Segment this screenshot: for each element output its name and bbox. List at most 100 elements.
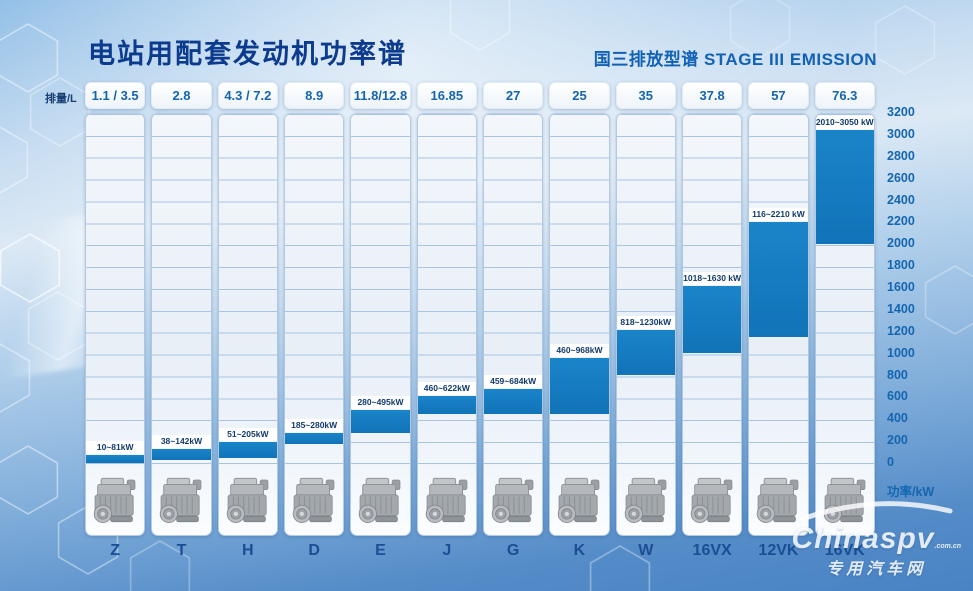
engine-column: 57 116~2210 kW bbox=[748, 82, 809, 560]
column-panel: 10~81kW bbox=[85, 113, 146, 536]
displacement-tab: 16.85 bbox=[416, 82, 477, 109]
y-axis-tick: 1800 bbox=[887, 258, 915, 273]
y-axis-label: 功率/kW bbox=[887, 485, 935, 499]
engine-model-label: 12VK bbox=[758, 542, 799, 559]
engine-photo bbox=[749, 464, 807, 535]
power-range-label: 2010~3050 kW bbox=[815, 116, 874, 130]
engine-column: 76.3 2010~3050 kW bbox=[814, 82, 875, 560]
power-grid: 818~1230kW bbox=[616, 114, 675, 464]
column-panel: 818~1230kW bbox=[615, 113, 676, 536]
displacement-tab: 4.3 / 7.2 bbox=[217, 82, 278, 109]
engine-photo bbox=[285, 464, 343, 535]
displacement-value: 35 bbox=[638, 88, 654, 103]
column-panel: 38~142kW bbox=[151, 113, 212, 536]
y-axis-tick: 400 bbox=[887, 411, 908, 426]
engine-photo bbox=[816, 464, 874, 535]
power-grid: 460~968kW bbox=[550, 114, 609, 464]
column-panel: 116~2210 kW bbox=[748, 113, 809, 536]
page-subtitle: 国三排放型谱 STAGE III EMISSION bbox=[593, 50, 877, 69]
power-range-bar bbox=[351, 409, 410, 434]
power-range-label: 51~205kW bbox=[218, 427, 277, 441]
power-range-label: 1018~1630 kW bbox=[682, 271, 742, 285]
engine-model-label: Z bbox=[110, 542, 121, 559]
power-range-bar bbox=[86, 455, 145, 463]
engine-column: 16.85 460~622kW bbox=[416, 82, 477, 560]
engine-model-label: G bbox=[506, 542, 520, 559]
power-grid: 2010~3050 kW bbox=[815, 114, 874, 464]
engine-model-label: E bbox=[375, 542, 386, 559]
engine-column: 11.8/12.8 280~495kW bbox=[350, 82, 411, 560]
engine-photo bbox=[219, 464, 277, 535]
engine-icon bbox=[624, 477, 667, 523]
displacement-value: 37.8 bbox=[699, 88, 725, 103]
engine-icon bbox=[491, 477, 534, 523]
y-axis-tick: 2800 bbox=[887, 148, 915, 163]
power-range-bar bbox=[550, 358, 609, 414]
power-grid: 38~142kW bbox=[152, 114, 211, 464]
engine-model-label: 16VX bbox=[692, 542, 732, 559]
engine-icon bbox=[823, 477, 866, 523]
engine-column: 1.1 / 3.5 10~81kW bbox=[85, 82, 146, 560]
page-title: 电站用配套发动机功率谱 bbox=[88, 39, 407, 69]
displacement-tab: 37.8 bbox=[681, 82, 743, 109]
power-range-label: 38~142kW bbox=[152, 434, 211, 448]
engine-model-label: W bbox=[638, 542, 654, 559]
engine-model-label: 16VK bbox=[824, 542, 865, 559]
displacement-value: 27 bbox=[505, 88, 521, 103]
displacement-tab: 8.9 bbox=[283, 82, 345, 109]
y-axis-tick: 800 bbox=[887, 367, 908, 382]
y-axis-tick: 3200 bbox=[887, 105, 915, 119]
engine-column: 25 460~968kW bbox=[549, 82, 610, 560]
column-panel: 460~622kW bbox=[416, 113, 477, 536]
power-range-bar bbox=[749, 222, 808, 338]
y-axis-tick: 600 bbox=[887, 389, 908, 404]
power-spectrum-chart: 排量/L 1.1 / 3.5 10~81kW bbox=[45, 82, 973, 560]
power-grid: 10~81kW bbox=[86, 114, 145, 464]
power-range-label: 280~495kW bbox=[351, 395, 410, 409]
power-range-label: 185~280kW bbox=[284, 419, 344, 433]
engine-icon bbox=[359, 477, 401, 523]
engine-model-label: D bbox=[308, 542, 320, 559]
y-axis-tick: 3000 bbox=[887, 126, 915, 141]
power-grid: 460~622kW bbox=[417, 114, 476, 464]
engine-photo bbox=[418, 464, 476, 535]
power-range-label: 459~684kW bbox=[483, 375, 543, 389]
y-axis-tick: 1400 bbox=[887, 301, 915, 316]
power-grid: 1018~1630 kW bbox=[682, 114, 742, 464]
engine-column: 2.8 38~142kW bbox=[151, 82, 212, 560]
y-axis-tick: 1000 bbox=[887, 345, 915, 360]
y-axis-tick: 2000 bbox=[887, 236, 915, 251]
column-panel: 51~205kW bbox=[217, 113, 278, 536]
displacement-axis-header: 排量/L bbox=[45, 93, 77, 105]
displacement-tab: 2.8 bbox=[151, 82, 212, 109]
power-range-bar bbox=[152, 448, 211, 460]
engine-column: 27 459~684kW bbox=[482, 82, 544, 560]
power-grid: 185~280kW bbox=[284, 114, 344, 464]
engine-icon bbox=[558, 477, 600, 523]
power-range-bar bbox=[616, 329, 675, 375]
engine-icon bbox=[757, 477, 799, 523]
engine-model-label: J bbox=[442, 542, 452, 559]
column-panel: 185~280kW bbox=[283, 113, 345, 536]
engine-model-label: K bbox=[573, 542, 586, 559]
power-grid: 459~684kW bbox=[483, 114, 543, 464]
column-panel: 459~684kW bbox=[482, 113, 544, 536]
power-range-bar bbox=[483, 389, 543, 414]
power-grid: 51~205kW bbox=[218, 114, 277, 464]
power-range-bar bbox=[815, 130, 874, 245]
engine-photo bbox=[152, 464, 210, 535]
engine-photo bbox=[617, 464, 675, 535]
power-range-bar bbox=[218, 441, 277, 459]
displacement-tab: 11.8/12.8 bbox=[350, 82, 411, 109]
engine-model-label: H bbox=[242, 542, 254, 559]
displacement-value: 2.8 bbox=[172, 88, 191, 103]
displacement-value: 8.9 bbox=[305, 88, 324, 103]
engine-icon bbox=[226, 477, 269, 523]
power-range-label: 460~968kW bbox=[550, 344, 609, 358]
engine-model-label: T bbox=[176, 542, 187, 559]
power-grid: 116~2210 kW bbox=[749, 114, 808, 464]
y-axis-tick: 0 bbox=[887, 455, 894, 469]
displacement-value: 16.85 bbox=[430, 88, 464, 103]
displacement-value: 11.8/12.8 bbox=[353, 88, 408, 103]
